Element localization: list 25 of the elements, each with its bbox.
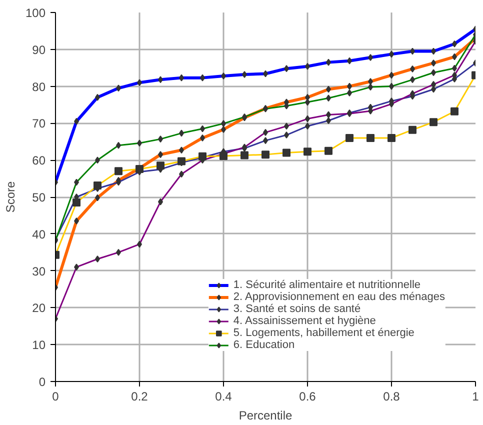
- y-tick-label: 60: [32, 154, 46, 168]
- legend-label: 2. Approvisionnement en eau des ménages: [233, 291, 445, 303]
- y-tick-label: 70: [32, 116, 46, 131]
- y-tick-label: 90: [32, 42, 46, 57]
- legend-label: 3. Santé et soins de santé: [233, 303, 361, 315]
- y-tick-label: 30: [32, 264, 46, 278]
- x-axis-title: Percentile: [238, 408, 293, 422]
- y-axis-title: Score: [3, 181, 18, 213]
- y-tick-label: 50: [32, 190, 46, 204]
- legend-label: 1. Sécurité alimentaire et nutritionnelle: [233, 279, 421, 291]
- x-tick-label: 1: [472, 390, 480, 404]
- y-tick-label: 0: [38, 375, 46, 389]
- legend-label: 5. Logements, habillement et énergie: [233, 327, 414, 339]
- x-tick-label: 0.4: [215, 390, 232, 404]
- y-tick-label: 40: [32, 227, 46, 242]
- y-tick-label: 100: [25, 6, 46, 20]
- y-tick-label: 10: [32, 338, 46, 352]
- y-tick-label: 20: [32, 301, 46, 316]
- legend-label: 6. Education: [233, 339, 295, 351]
- x-tick-label: 0.2: [131, 390, 148, 404]
- x-tick-label: 0.6: [299, 390, 316, 404]
- legend-label: 4. Assainissement et hygiène: [233, 315, 376, 327]
- x-tick-label: 0: [52, 390, 60, 404]
- x-tick-label: 0.8: [383, 390, 400, 404]
- y-tick-label: 80: [32, 80, 46, 94]
